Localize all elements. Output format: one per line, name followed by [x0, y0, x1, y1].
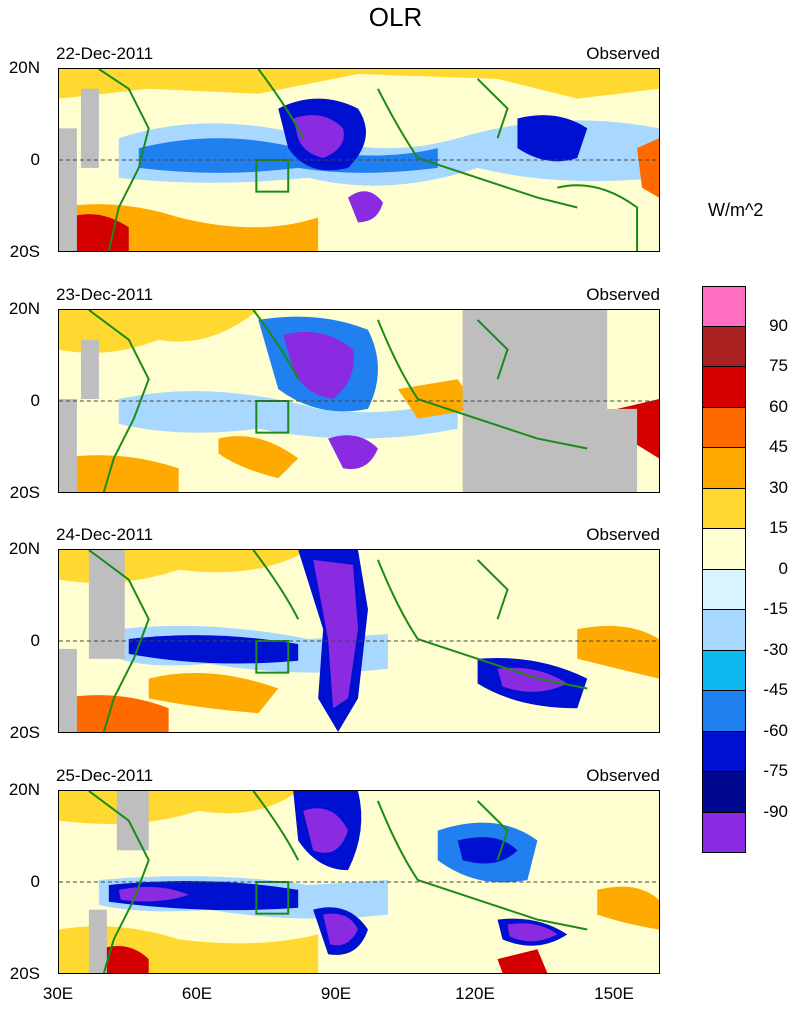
lat-label: 0 [30, 150, 40, 169]
lat-label: 0 [30, 391, 40, 410]
lat-label: 20N [8, 299, 40, 318]
colorbar-swatch [702, 326, 746, 367]
panel-status: Observed [586, 285, 660, 304]
colorbar-swatch [702, 691, 746, 732]
olr-map [58, 549, 660, 733]
map-panel-4: 25-Dec-2011 Observed [0, 764, 700, 984]
colorbar-swatch [702, 812, 746, 853]
lat-label: 20N [8, 539, 40, 558]
map-panel-2: 23-Dec-2011 Observed [0, 283, 700, 503]
colorbar-tick-label: -45 [763, 680, 788, 699]
unit-label: W/m^2 [708, 200, 764, 220]
olr-map [58, 68, 660, 252]
colorbar-swatch [702, 650, 746, 691]
colorbar-swatch [702, 286, 746, 327]
panel-date: 24-Dec-2011 [56, 525, 154, 544]
panel-status: Observed [586, 766, 660, 785]
lon-label: 150E [594, 984, 634, 1003]
colorbar-tick-label: 15 [769, 518, 788, 537]
colorbar-swatch [702, 488, 746, 529]
longitude-axis: 30E 60E 90E 120E 150E [0, 980, 700, 1010]
lat-label: 20S [9, 723, 40, 742]
colorbar-swatch [702, 407, 746, 448]
colorbar-tick-label: 45 [769, 437, 788, 456]
panel-date: 23-Dec-2011 [56, 285, 154, 304]
colorbar-swatch [702, 569, 746, 610]
colorbar-tick-label: 90 [769, 315, 788, 335]
lat-label: 20S [9, 964, 40, 983]
map-panel-1: 22-Dec-2011 Observed [0, 42, 700, 262]
colorbar [702, 286, 746, 853]
lon-label: 90E [320, 984, 352, 1003]
lat-label: 0 [30, 872, 40, 891]
panel-status: Observed [586, 44, 660, 63]
colorbar-tick-label: 60 [769, 396, 788, 416]
panel-date: 25-Dec-2011 [56, 766, 154, 785]
colorbar-swatch [702, 367, 746, 408]
map-panel-3: 24-Dec-2011 Observed [0, 523, 700, 743]
olr-map [58, 790, 660, 974]
lon-label: 30E [42, 984, 74, 1003]
olr-map [58, 309, 660, 493]
lat-label: 20N [8, 780, 40, 799]
colorbar-tick-label: -15 [763, 599, 788, 618]
colorbar-tick-label: -30 [763, 639, 788, 659]
lat-label: 0 [30, 631, 40, 650]
colorbar-tick-label: -90 [763, 801, 788, 821]
colorbar-swatch [702, 772, 746, 813]
colorbar-swatch [702, 448, 746, 489]
colorbar-tick-label: 75 [769, 356, 788, 375]
olr-contour-field [59, 550, 659, 732]
colorbar-swatch [702, 610, 746, 651]
olr-contour-field [59, 791, 659, 973]
colorbar-tick-label: -75 [763, 761, 788, 780]
panel-date: 22-Dec-2011 [56, 44, 154, 63]
olr-contour-field [59, 69, 659, 251]
colorbar-tick-label: 0 [778, 558, 788, 578]
olr-contour-field [59, 310, 659, 492]
lat-label: 20S [9, 483, 40, 502]
lat-label: 20S [9, 242, 40, 261]
colorbar-tick-label: 30 [769, 477, 788, 497]
colorbar-tick-label: -60 [763, 720, 788, 740]
lon-label: 60E [181, 984, 213, 1003]
colorbar-swatch [702, 731, 746, 772]
lat-label: 20N [8, 58, 40, 77]
colorbar-swatch [702, 529, 746, 570]
panel-status: Observed [586, 525, 660, 544]
figure-title: OLR [368, 2, 423, 32]
lon-label: 120E [455, 984, 495, 1003]
